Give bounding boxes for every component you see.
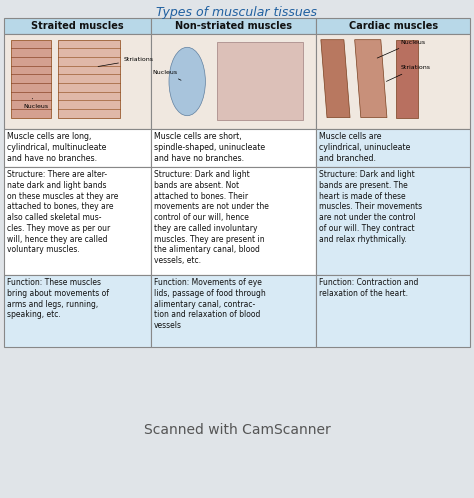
- Text: Structure: Dark and light
bands are present. The
heart is made of these
muscles.: Structure: Dark and light bands are pres…: [319, 170, 422, 244]
- Bar: [11, 40, 51, 118]
- Bar: [4, 275, 151, 347]
- Bar: [316, 275, 470, 347]
- Bar: [151, 275, 316, 347]
- Text: Cardiac muscles: Cardiac muscles: [348, 21, 438, 31]
- Text: Nucleus: Nucleus: [23, 98, 48, 109]
- Bar: [151, 34, 316, 129]
- Bar: [4, 18, 151, 34]
- Polygon shape: [321, 40, 350, 118]
- Text: Muscle cells are
cylindrical, uninucleate
and branched.: Muscle cells are cylindrical, uninucleat…: [319, 132, 410, 162]
- Text: Types of muscular tissues: Types of muscular tissues: [156, 6, 318, 19]
- Bar: [151, 167, 316, 275]
- Bar: [151, 18, 316, 34]
- Text: Striations: Striations: [98, 57, 154, 67]
- Text: Function: Contraction and
relaxation of the heart.: Function: Contraction and relaxation of …: [319, 278, 419, 298]
- Text: Nucleus: Nucleus: [153, 70, 181, 80]
- Bar: [316, 34, 470, 129]
- Text: Structure: There are alter-
nate dark and light bands
on these muscles at they a: Structure: There are alter- nate dark an…: [7, 170, 118, 254]
- Polygon shape: [355, 40, 387, 118]
- Text: Structure: Dark and light
bands are absent. Not
attached to bones. Their
movemen: Structure: Dark and light bands are abse…: [154, 170, 269, 265]
- Text: Striations: Striations: [386, 65, 431, 81]
- Bar: [316, 167, 470, 275]
- Text: Non-striated muscles: Non-striated muscles: [175, 21, 292, 31]
- Text: Scanned with CamScanner: Scanned with CamScanner: [144, 423, 330, 437]
- Text: Muscle cells are short,
spindle-shaped, uninucleate
and have no branches.: Muscle cells are short, spindle-shaped, …: [154, 132, 265, 162]
- Bar: [217, 42, 303, 120]
- Bar: [396, 40, 418, 118]
- Text: Nucleus: Nucleus: [377, 40, 426, 58]
- Text: Muscle cells are long,
cylindrical, multinucleate
and have no branches.: Muscle cells are long, cylindrical, mult…: [7, 132, 106, 162]
- Text: Straited muscles: Straited muscles: [31, 21, 124, 31]
- Bar: [316, 129, 470, 167]
- Bar: [4, 167, 151, 275]
- Bar: [4, 34, 151, 129]
- Ellipse shape: [169, 47, 205, 116]
- Text: Function: Movements of eye
lids, passage of food through
alimentary canal, contr: Function: Movements of eye lids, passage…: [154, 278, 265, 330]
- Bar: [151, 129, 316, 167]
- Bar: [4, 129, 151, 167]
- Bar: [316, 18, 470, 34]
- Bar: [58, 40, 120, 118]
- Text: Function: These muscles
bring about movements of
arms and legs, running,
speakin: Function: These muscles bring about move…: [7, 278, 109, 319]
